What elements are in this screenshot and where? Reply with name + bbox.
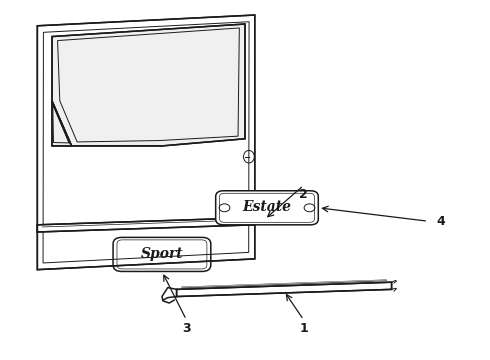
FancyBboxPatch shape xyxy=(216,191,318,225)
Text: 1: 1 xyxy=(299,322,308,335)
Text: 4: 4 xyxy=(436,215,445,228)
Text: Sport: Sport xyxy=(141,247,183,261)
Text: 3: 3 xyxy=(182,322,191,335)
Polygon shape xyxy=(176,282,392,297)
Text: 2: 2 xyxy=(299,188,308,201)
Polygon shape xyxy=(52,101,72,146)
Polygon shape xyxy=(37,218,255,232)
Polygon shape xyxy=(52,24,245,146)
Polygon shape xyxy=(37,15,255,270)
Text: Estate: Estate xyxy=(243,200,292,214)
